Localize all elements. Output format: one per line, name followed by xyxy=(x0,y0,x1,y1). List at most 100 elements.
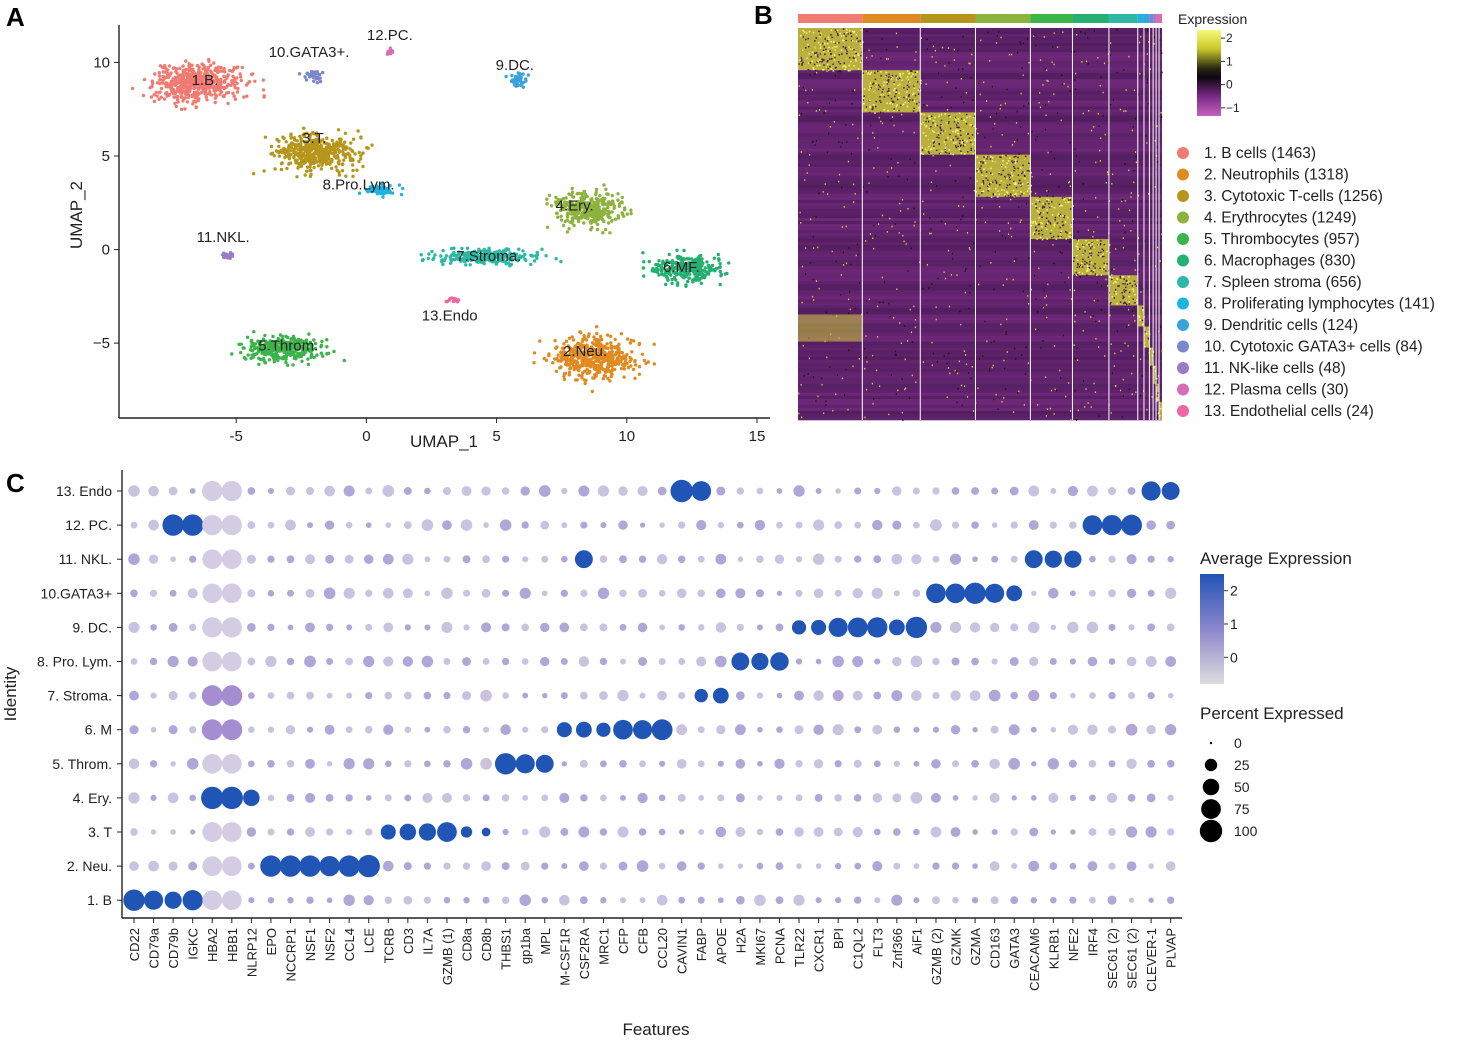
heatmap-cell xyxy=(1093,126,1095,128)
heatmap-cell xyxy=(932,139,934,142)
heatmap-cell xyxy=(943,355,945,357)
heatmap-cell xyxy=(1011,174,1014,177)
heatmap-cell xyxy=(1038,213,1041,216)
heatmap-cell xyxy=(1082,329,1084,332)
heatmap-cell xyxy=(888,302,890,305)
heatmap-cell xyxy=(1093,30,1095,32)
heatmap-cell xyxy=(865,335,867,337)
umap-point xyxy=(178,66,182,71)
heatmap-cell xyxy=(957,118,960,120)
heatmap-cell xyxy=(1123,110,1125,113)
heatmap-cell xyxy=(1046,190,1048,192)
heatmap-row xyxy=(798,136,1162,140)
umap-label: 6.MF. xyxy=(663,259,700,276)
heatmap-cell xyxy=(991,160,994,162)
umap-point xyxy=(504,74,508,79)
panel-label-b: B xyxy=(754,0,773,30)
heatmap-cell xyxy=(947,249,950,252)
heatmap-cell xyxy=(877,88,880,91)
heatmap-cell xyxy=(923,104,925,106)
heatmap-cell xyxy=(898,175,900,178)
umap-point xyxy=(590,361,594,365)
umap-point xyxy=(179,107,184,112)
heatmap-cell xyxy=(801,62,803,65)
umap-point xyxy=(580,363,584,367)
heatmap-cell xyxy=(1068,181,1070,184)
heatmap-cell xyxy=(911,374,913,377)
heatmap-cell xyxy=(895,91,897,94)
heatmap-cell xyxy=(833,41,835,44)
heatmap-cell xyxy=(815,216,817,218)
umap-point xyxy=(616,192,620,196)
heatmap-cell xyxy=(886,58,888,60)
umap-point xyxy=(433,253,437,257)
heatmap-cell xyxy=(955,87,957,90)
umap-point xyxy=(570,190,575,194)
heatmap-cell xyxy=(827,50,829,52)
heatmap-cell xyxy=(936,185,938,187)
heatmap-cell xyxy=(1022,74,1024,76)
heatmap-cell xyxy=(1039,92,1041,94)
umap-point xyxy=(339,137,343,141)
heatmap-cell xyxy=(978,283,980,286)
heatmap-cell xyxy=(836,33,839,35)
heatmap-cell xyxy=(953,48,955,51)
heatmap-cell xyxy=(847,33,849,35)
umap-point xyxy=(540,247,544,251)
umap-point xyxy=(157,91,162,95)
umap-point xyxy=(287,155,291,159)
umap-point xyxy=(185,100,190,104)
heatmap-cell xyxy=(887,176,889,178)
heatmap-cell xyxy=(941,132,944,135)
umap-point xyxy=(570,335,574,339)
umap-point xyxy=(281,135,285,139)
heatmap-cell xyxy=(1146,408,1148,411)
heatmap-cell xyxy=(913,87,916,90)
heatmap-cell xyxy=(1063,198,1065,201)
heatmap-cell xyxy=(1035,328,1037,331)
heatmap-cell xyxy=(1049,232,1052,235)
heatmap-cell xyxy=(938,137,940,139)
heatmap-cell xyxy=(816,54,819,56)
heatmap-cluster-swatch xyxy=(798,14,863,23)
umap-point xyxy=(305,169,309,173)
heatmap-cell xyxy=(998,205,1001,208)
heatmap-cell xyxy=(843,394,846,397)
heatmap-cell xyxy=(887,94,890,97)
heatmap-cell xyxy=(1003,181,1005,184)
umap-point xyxy=(334,165,338,169)
umap-point xyxy=(286,363,290,367)
umap-point xyxy=(209,93,214,97)
heatmap-row xyxy=(798,374,1162,379)
umap-point xyxy=(590,341,595,345)
heatmap-cell xyxy=(978,82,980,85)
heatmap-cell xyxy=(889,102,892,105)
heatmap-cell xyxy=(1047,151,1049,154)
heatmap-row xyxy=(798,305,1162,309)
umap-point xyxy=(330,166,334,170)
heatmap-cell xyxy=(842,65,844,68)
heatmap-cell xyxy=(832,409,834,412)
heatmap-cell xyxy=(1000,104,1002,106)
umap-point xyxy=(608,379,612,383)
umap-point xyxy=(567,336,572,340)
heatmap-cell xyxy=(1045,114,1047,117)
umap-point xyxy=(184,59,188,63)
heatmap-cell xyxy=(868,99,871,102)
umap-label: 8.Pro.Lym. xyxy=(323,177,395,194)
heatmap-cell xyxy=(969,291,971,294)
heatmap-cell xyxy=(1128,303,1131,305)
umap-point xyxy=(575,378,579,382)
heatmap-cell xyxy=(926,117,928,120)
heatmap-cell xyxy=(903,87,905,89)
heatmap-cell xyxy=(1126,303,1128,306)
umap-point xyxy=(355,168,359,172)
heatmap-cell xyxy=(958,112,961,114)
umap-point xyxy=(303,157,307,161)
umap-point xyxy=(554,369,559,373)
heatmap-cell xyxy=(850,32,852,34)
heatmap-cell xyxy=(927,151,930,153)
umap-point xyxy=(351,137,356,141)
heatmap-cell xyxy=(804,38,807,41)
heatmap-cell xyxy=(899,74,901,77)
